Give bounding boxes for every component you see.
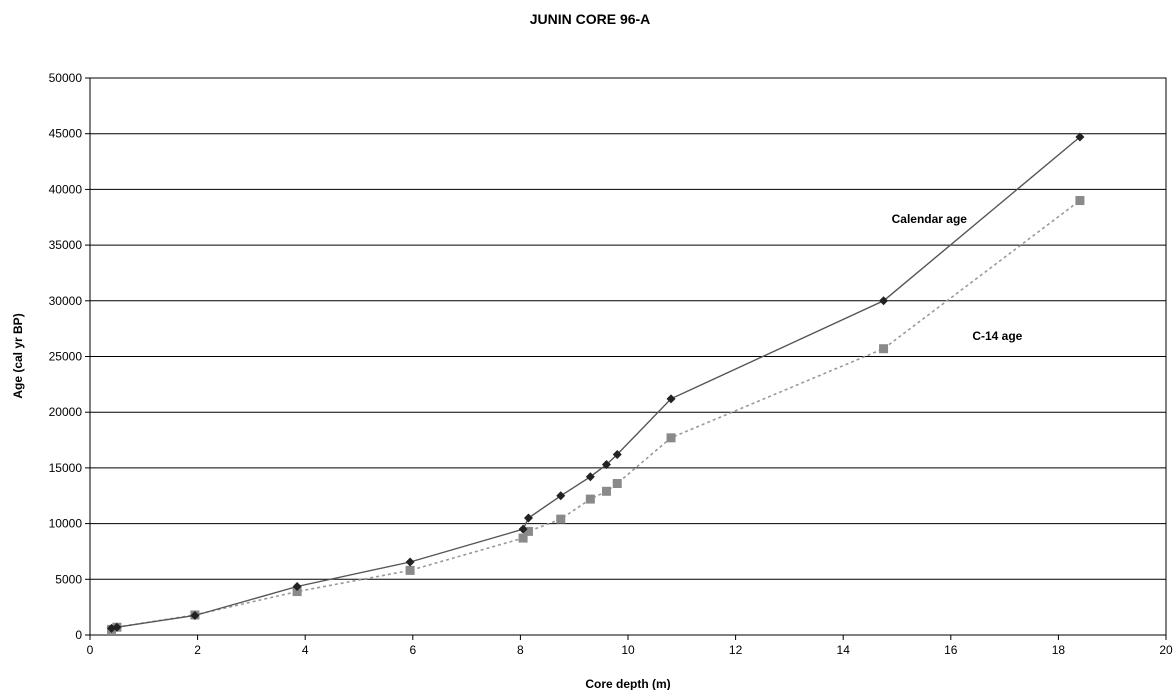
- y-tick-label: 40000: [49, 182, 83, 196]
- data-point: [612, 450, 622, 460]
- x-tick-label: 18: [1052, 643, 1066, 657]
- data-point: [112, 622, 122, 632]
- data-point: [292, 582, 302, 592]
- y-tick-label: 10000: [49, 517, 83, 531]
- data-point: [518, 524, 528, 534]
- y-tick-label: 0: [75, 628, 82, 642]
- y-axis-label: Age (cal yr BP): [11, 313, 25, 398]
- data-point: [523, 513, 533, 523]
- y-tick-label: 50000: [49, 71, 83, 85]
- x-tick-label: 8: [517, 643, 524, 657]
- data-point: [405, 565, 415, 575]
- data-point: [556, 514, 566, 524]
- y-axis: 0 5000 10000 15000 20000 25000 30000 35000 40000…: [49, 71, 90, 642]
- data-point: [612, 478, 622, 488]
- grid-lines: [90, 77, 1166, 636]
- data-point: [292, 587, 302, 597]
- x-axis: 0 2 4 6 8 10 12 14 16 18 20: [87, 635, 1173, 657]
- chart-title: JUNIN CORE 96-A: [530, 11, 651, 27]
- data-point: [1075, 132, 1085, 142]
- data-point: [523, 526, 533, 536]
- annotation-label: Calendar age: [892, 212, 968, 226]
- series-2-line: [111, 199, 1081, 631]
- x-axis-label: Core depth (m): [585, 677, 670, 690]
- y-tick-label: 15000: [49, 461, 83, 475]
- series-1-line: [111, 136, 1081, 629]
- data-point: [879, 296, 889, 306]
- data-point: [585, 494, 595, 504]
- y-tick-label: 45000: [49, 127, 83, 141]
- series-2: [107, 196, 1085, 634]
- data-point: [601, 486, 611, 496]
- x-tick-label: 14: [837, 643, 851, 657]
- x-tick-label: 16: [944, 643, 958, 657]
- data-point: [518, 533, 528, 543]
- data-point: [556, 491, 566, 501]
- x-tick-label: 6: [409, 643, 416, 657]
- x-tick-label: 2: [194, 643, 201, 657]
- data-point: [666, 394, 676, 404]
- data-point: [879, 344, 889, 354]
- x-tick-label: 10: [621, 643, 635, 657]
- x-tick-label: 4: [302, 643, 309, 657]
- annotation-label: C-14 age: [972, 329, 1022, 343]
- y-tick-label: 30000: [49, 294, 83, 308]
- series-group: [107, 132, 1085, 634]
- data-point: [190, 611, 200, 621]
- annotations: Calendar age C-14 age: [892, 212, 1023, 343]
- data-point: [601, 460, 611, 470]
- data-point: [666, 433, 676, 443]
- data-point: [1075, 196, 1085, 206]
- data-point: [585, 472, 595, 482]
- data-point: [405, 557, 415, 567]
- series-1: [107, 132, 1085, 633]
- x-tick-label: 12: [729, 643, 743, 657]
- y-tick-label: 20000: [49, 405, 83, 419]
- y-tick-label: 25000: [49, 350, 83, 364]
- y-tick-label: 5000: [55, 572, 82, 586]
- x-tick-label: 0: [87, 643, 94, 657]
- y-tick-label: 35000: [49, 238, 83, 252]
- x-tick-label: 20: [1159, 643, 1173, 657]
